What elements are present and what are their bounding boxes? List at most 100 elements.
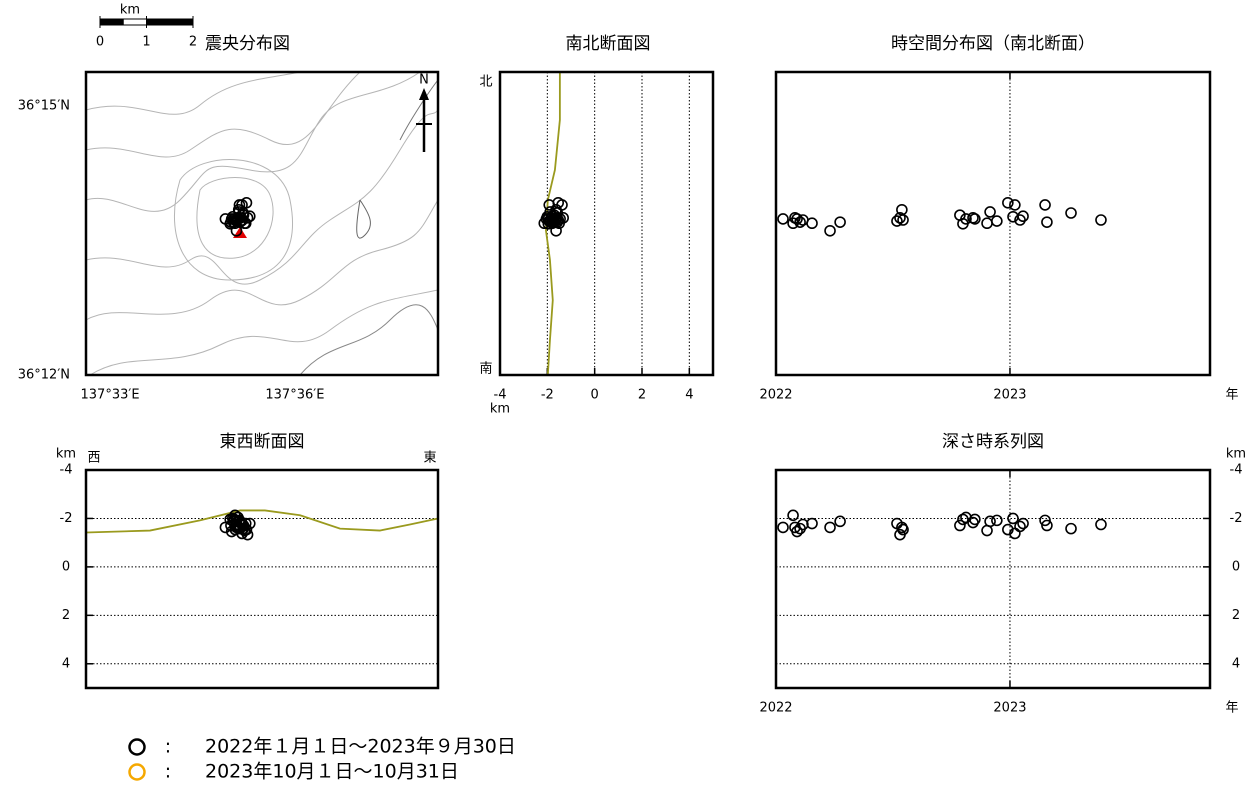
event-marker xyxy=(1095,214,1107,226)
y-tick-label: 2 xyxy=(62,608,70,623)
event-marker xyxy=(1039,199,1051,211)
x-tick-label: 137°33′E xyxy=(81,388,140,403)
plot-frame xyxy=(774,70,1212,377)
y-unit-label: km xyxy=(1226,447,1246,462)
event-marker xyxy=(777,213,789,225)
event-marker xyxy=(225,216,237,228)
event-marker xyxy=(991,215,1003,227)
x-tick-label: 137°36′E xyxy=(265,388,324,403)
y-tick-label: 36°15′N xyxy=(18,98,70,113)
legend-separator: : xyxy=(165,736,171,758)
y-tick-label: 0 xyxy=(62,559,70,574)
topography-line xyxy=(85,509,439,534)
scale-label: 1 xyxy=(142,35,150,50)
contour-lines xyxy=(86,72,438,375)
x-tick-label: -2 xyxy=(541,388,554,403)
event-marker xyxy=(1039,514,1051,527)
event-marker xyxy=(1041,216,1053,228)
event-marker xyxy=(787,509,799,522)
event-marker xyxy=(960,213,972,225)
y-tick-label: -2 xyxy=(1230,511,1243,526)
event-marker xyxy=(231,214,243,226)
topography-line xyxy=(545,72,561,376)
y-tick-label: 4 xyxy=(1232,656,1240,671)
event-marker xyxy=(1017,210,1029,223)
y-tick-label: 36°12′N xyxy=(18,368,70,383)
event-marker xyxy=(1007,512,1019,525)
event-marker xyxy=(237,207,249,219)
chart-title: 震央分布図 xyxy=(205,34,290,54)
plot-frame xyxy=(84,70,440,377)
x-tick-label: 0 xyxy=(591,388,599,403)
event-marker xyxy=(1041,519,1053,532)
event-marker xyxy=(894,212,906,224)
legend-separator: : xyxy=(165,761,171,783)
event-marker xyxy=(791,525,803,538)
y-tick-label: -4 xyxy=(60,463,73,478)
event-marker xyxy=(897,214,909,226)
scale-segment xyxy=(146,18,171,26)
plot-frame xyxy=(84,468,440,690)
event-marker xyxy=(794,216,806,228)
x-unit-label: km xyxy=(490,402,510,417)
event-marker xyxy=(984,515,996,528)
event-marker xyxy=(954,519,966,532)
event-marker xyxy=(824,521,836,534)
event-marker xyxy=(891,215,903,227)
event-marker xyxy=(969,513,981,526)
event-marker xyxy=(1017,517,1029,530)
event-marker xyxy=(547,214,560,226)
y-tick-label: 2 xyxy=(1232,608,1240,623)
x-unit-label: 年 xyxy=(1225,388,1238,403)
event-marker xyxy=(991,514,1003,527)
scale-segment xyxy=(169,18,194,26)
event-marker xyxy=(1009,199,1021,211)
x-tick-label: -4 xyxy=(494,388,507,403)
x-tick-label: 2022 xyxy=(759,388,792,403)
x-tick-label: 2023 xyxy=(993,701,1026,716)
plot-frame xyxy=(774,468,1212,690)
event-marker xyxy=(806,517,818,530)
event-marker xyxy=(231,518,243,531)
event-marker xyxy=(806,217,818,230)
event-marker xyxy=(897,523,909,536)
west-label: 西 xyxy=(87,451,100,466)
x-tick-label: 2 xyxy=(638,388,646,403)
south-label: 南 xyxy=(479,361,492,377)
scale-label: 2 xyxy=(189,35,197,50)
x-tick-label: 2023 xyxy=(993,388,1026,403)
event-marker xyxy=(1014,520,1026,533)
legend-label: 2023年10月１日～10月31日 xyxy=(205,761,459,783)
legend-marker xyxy=(128,763,146,781)
chart-title: 東西断面図 xyxy=(220,432,305,452)
scale-label: 0 xyxy=(96,35,104,50)
event-marker xyxy=(834,216,846,228)
event-marker xyxy=(550,224,562,237)
chart-title: 時空間分布図（南北断面） xyxy=(891,34,1095,54)
x-tick-label: 4 xyxy=(685,388,693,403)
x-tick-label: 2022 xyxy=(759,701,792,716)
north-label: 北 xyxy=(479,75,492,90)
y-tick-label: 4 xyxy=(62,656,70,671)
event-marker xyxy=(834,515,846,528)
event-marker xyxy=(1002,196,1014,209)
scale-unit: km xyxy=(120,3,140,18)
event-marker xyxy=(1065,522,1077,535)
plot-frame xyxy=(498,70,715,377)
scale-segment xyxy=(99,18,124,26)
event-marker xyxy=(1095,518,1107,531)
x-unit-label: 年 xyxy=(1225,701,1238,716)
chart-title: 南北断面図 xyxy=(566,34,651,54)
east-label: 東 xyxy=(423,450,436,466)
y-tick-label: -4 xyxy=(1230,463,1243,478)
event-marker xyxy=(225,519,237,532)
legend-marker xyxy=(128,738,146,756)
y-unit-label: km xyxy=(56,447,76,462)
y-tick-label: -2 xyxy=(60,511,73,526)
event-marker xyxy=(791,213,803,225)
scale-segment xyxy=(122,18,147,26)
y-tick-label: 0 xyxy=(1232,559,1240,574)
chart-title: 深さ時系列図 xyxy=(942,432,1044,452)
north-label: N xyxy=(419,73,429,88)
